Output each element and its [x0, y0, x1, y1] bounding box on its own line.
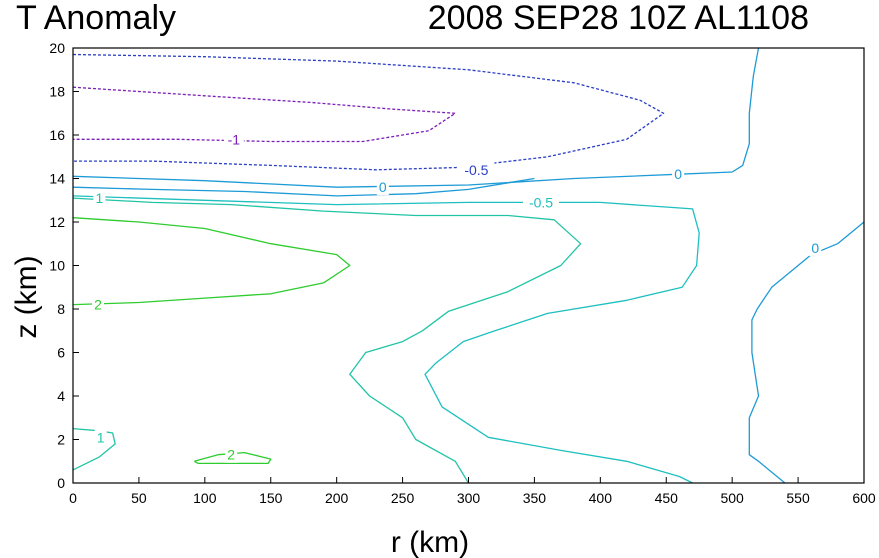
contour-label-background: [458, 161, 495, 178]
contour-labels: -1 -0.5 0 0 0 -0.5 1 1 2 2: [92, 131, 822, 463]
contour-line-0: [72, 177, 535, 197]
x-tick-label: 550: [786, 490, 810, 506]
y-tick-label: 12: [49, 214, 65, 230]
x-tick-label: 600: [852, 490, 876, 506]
contour-line-2: [72, 217, 351, 306]
y-tick-label: 0: [57, 475, 65, 491]
x-tick-label: 250: [391, 490, 415, 506]
contour-line-1: [72, 427, 116, 471]
contour-label-background: [809, 240, 822, 257]
contour-line-2: [193, 451, 272, 465]
x-tick-label: 350: [523, 490, 547, 506]
x-tick-label: 150: [259, 490, 283, 506]
contour-label: 0: [811, 240, 819, 256]
contour-label: -0.5: [464, 162, 488, 178]
y-tick-label: 20: [49, 40, 65, 56]
contour-line-0: [72, 47, 760, 188]
x-axis-label: r (km): [391, 526, 469, 558]
contour-label: 0: [379, 179, 387, 195]
y-tick-label: 6: [57, 345, 65, 361]
contour-label: -0.5: [529, 194, 553, 210]
y-tick-label: 10: [49, 258, 65, 274]
contour-label: 2: [94, 297, 102, 313]
contour-label-background: [672, 166, 685, 183]
x-tick-label: 100: [193, 490, 217, 506]
contour-line-0p5: [72, 195, 700, 484]
chart-title: T Anomaly: [16, 0, 176, 37]
contour-line-neg1: [72, 86, 456, 143]
contour-label: 1: [97, 429, 105, 445]
x-tick-label: 200: [325, 490, 349, 506]
x-tick-label: 300: [457, 490, 481, 506]
contour-label-background: [376, 179, 389, 196]
contour-lines: [72, 47, 865, 484]
y-tick-label: 4: [57, 388, 65, 404]
contour-label: 1: [95, 190, 103, 206]
y-tick-label: 18: [49, 84, 65, 100]
contour-label-background: [523, 194, 560, 211]
y-axis: 0 2 4 6 8 10 12 14 16 18 20: [49, 40, 79, 491]
y-tick-label: 14: [49, 171, 65, 187]
chart-subtitle: 2008 SEP28 10Z AL1108: [428, 0, 809, 37]
contour-line-neg0p5: [72, 53, 665, 171]
x-axis: 0 50 100 150 200 250 300 350 400 450 500 550 600: [69, 477, 876, 506]
y-axis-label: z (km): [10, 255, 43, 338]
contour-label-background: [94, 429, 107, 446]
x-tick-label: 50: [131, 490, 147, 506]
contour-label-background: [223, 131, 244, 148]
y-tick-label: 16: [49, 127, 65, 143]
contour-label: 2: [227, 447, 235, 463]
contour-label-background: [92, 296, 105, 313]
y-tick-label: 8: [57, 301, 65, 317]
contour-line-1: [72, 197, 582, 484]
contour-line-0: [748, 221, 865, 484]
x-tick-label: 500: [720, 490, 744, 506]
x-tick-label: 450: [655, 490, 679, 506]
contour-label-background: [225, 446, 238, 463]
x-tick-label: 0: [69, 490, 77, 506]
contour-label: -1: [228, 131, 241, 147]
x-tick-label: 400: [589, 490, 613, 506]
contour-label: 0: [674, 166, 682, 182]
plot-frame: [72, 47, 865, 484]
y-tick-label: 2: [57, 432, 65, 448]
contour-label-background: [93, 190, 106, 207]
